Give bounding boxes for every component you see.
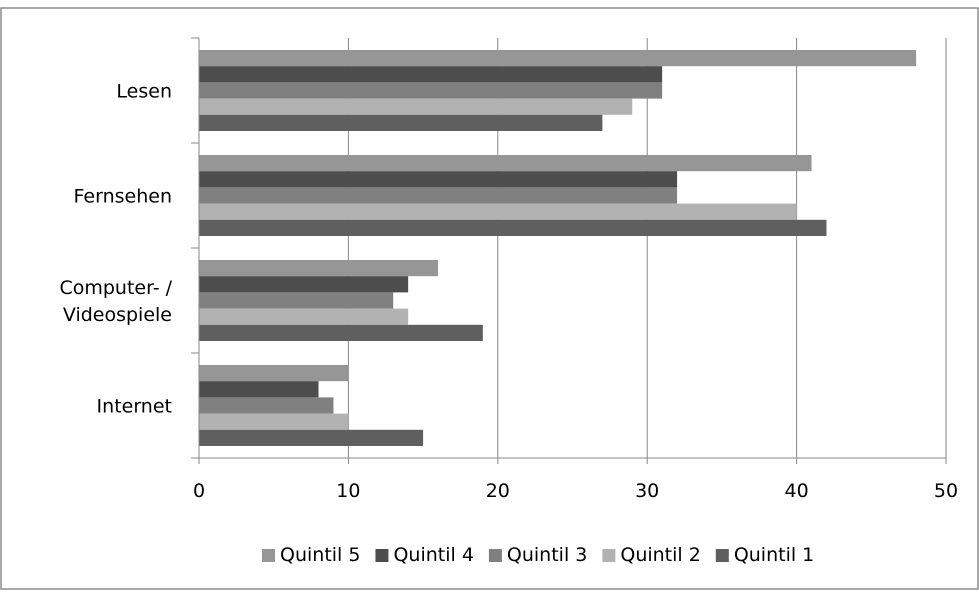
bar-quintil-1-internet xyxy=(199,429,424,446)
bar-quintil-4-fernsehen xyxy=(199,171,678,188)
legend-swatch-quintil-2 xyxy=(602,549,616,562)
category-labels: Lesen Fernsehen Computer- / Videospiele Inte… xyxy=(59,81,172,418)
bar-quintil-3-fernsehen xyxy=(199,187,678,204)
category-label-fernsehen: Fernsehen xyxy=(74,186,172,208)
legend-swatch-quintil-3 xyxy=(488,549,502,562)
x-tick-label: 30 xyxy=(635,480,659,502)
bar-quintil-3-internet xyxy=(199,397,334,414)
bar-quintil-4-internet xyxy=(199,381,319,398)
bar-quintil-5-internet xyxy=(199,365,349,382)
category-label-internet: Internet xyxy=(97,396,172,418)
x-tick-label: 20 xyxy=(486,480,510,502)
x-tick-labels: 0 10 20 30 40 50 xyxy=(193,480,958,502)
legend-label-quintil-5: Quintil 5 xyxy=(280,544,360,566)
bar-quintil-5-lesen xyxy=(199,50,917,67)
legend: Quintil 5 Quintil 4 Quintil 3 Quintil 2 Quin… xyxy=(262,544,814,566)
bar-quintil-1-computer-videospiele xyxy=(199,324,483,341)
category-label-computer-videospiele: Computer- / xyxy=(59,277,172,299)
bar-quintil-2-fernsehen xyxy=(199,203,797,220)
legend-label-quintil-4: Quintil 4 xyxy=(393,544,473,566)
bar-quintil-4-computer-videospiele xyxy=(199,276,409,293)
bar-quintil-2-internet xyxy=(199,413,349,430)
legend-label-quintil-1: Quintil 1 xyxy=(734,544,814,566)
bars xyxy=(199,50,917,446)
bar-quintil-2-lesen xyxy=(199,98,633,115)
legend-label-quintil-2: Quintil 2 xyxy=(620,544,700,566)
x-tick-label: 40 xyxy=(785,480,809,502)
category-label-lesen: Lesen xyxy=(116,81,172,103)
category-label-computer-videospiele: Videospiele xyxy=(63,304,172,326)
x-tick-label: 10 xyxy=(336,480,360,502)
x-tick-label: 0 xyxy=(193,480,205,502)
bar-quintil-1-lesen xyxy=(199,114,603,131)
legend-swatch-quintil-4 xyxy=(375,549,389,562)
legend-label-quintil-3: Quintil 3 xyxy=(507,544,587,566)
x-tick-label: 50 xyxy=(934,480,958,502)
bar-quintil-1-fernsehen xyxy=(199,219,827,236)
bar-quintil-2-computer-videospiele xyxy=(199,308,409,325)
bar-quintil-4-lesen xyxy=(199,66,663,83)
legend-swatch-quintil-1 xyxy=(715,549,729,562)
bar-quintil-3-lesen xyxy=(199,82,663,99)
bar-quintil-5-fernsehen xyxy=(199,155,812,172)
axes xyxy=(191,37,947,464)
bar-quintil-3-computer-videospiele xyxy=(199,292,394,309)
legend-swatch-quintil-5 xyxy=(262,549,275,562)
bar-quintil-5-computer-videospiele xyxy=(199,260,439,277)
